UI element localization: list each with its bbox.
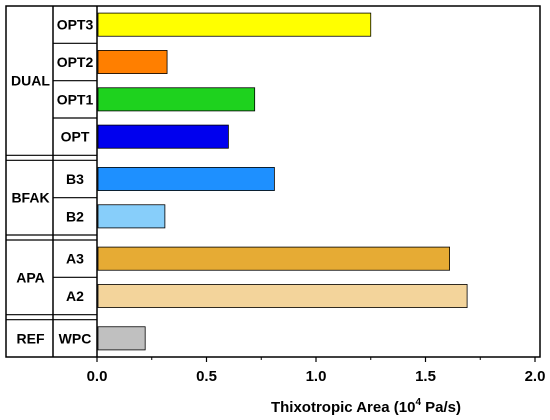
group-label-apa: APA (16, 269, 45, 285)
category-label-opt3: OPT3 (57, 17, 94, 33)
bar-opt3 (97, 12, 372, 37)
x-axis-title: Thixotropic Area (104 Pa/s) (271, 397, 461, 416)
x-tick-label: 1.5 (415, 368, 436, 385)
plot-border (5, 5, 541, 358)
category-label-a3: A3 (66, 251, 84, 267)
x-tick-label: 0.0 (87, 368, 108, 385)
category-label-opt1: OPT1 (57, 91, 94, 107)
bar-b3 (97, 167, 275, 191)
x-axis-title-sup: 4 (415, 397, 421, 408)
bar-wpc (97, 326, 146, 351)
chart-frame (5, 5, 541, 358)
category-label-b3: B3 (66, 171, 84, 187)
labels: OPT3 OPT2 OPT1 OPT DUAL B3 B2 BFAK A3 A2 APA WPC REF (11, 17, 93, 347)
bar-a2 (97, 284, 468, 308)
bar-opt1 (97, 87, 256, 112)
category-label-opt2: OPT2 (57, 54, 94, 70)
bar-b2 (97, 204, 166, 229)
x-axis: 0.0 0.5 1.0 1.5 2.0 (87, 357, 546, 385)
x-axis-title-main: Thixotropic Area (10 (271, 399, 415, 416)
x-tick-label: 2.0 (525, 368, 546, 385)
category-label-opt: OPT (61, 129, 90, 145)
x-axis-title-suffix: Pa/s) (421, 399, 461, 416)
x-tick-label: 0.5 (196, 368, 217, 385)
bar-opt2 (97, 50, 168, 74)
group-label-bfak: BFAK (11, 190, 49, 206)
group-label-ref: REF (17, 330, 45, 346)
category-label-b2: B2 (66, 208, 84, 224)
group-label-dual: DUAL (11, 73, 50, 89)
x-tick-label: 1.0 (306, 368, 327, 385)
category-label-wpc: WPC (59, 330, 92, 346)
bar-opt (97, 124, 229, 149)
bar-a3 (97, 246, 450, 271)
category-label-a2: A2 (66, 288, 84, 304)
bars (97, 12, 468, 351)
